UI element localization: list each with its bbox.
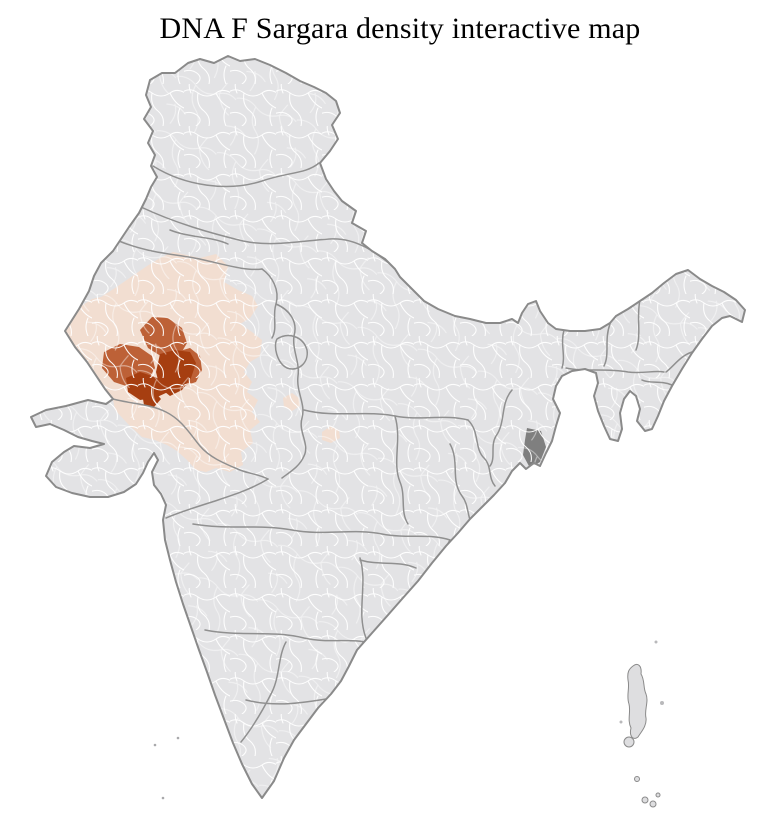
andaman-main-island[interactable] xyxy=(627,663,648,739)
andaman-islet xyxy=(619,720,623,724)
andaman-islet xyxy=(660,701,664,705)
nicobar-island[interactable] xyxy=(641,796,649,804)
little-andaman-island[interactable] xyxy=(623,736,635,748)
nicobar-island[interactable] xyxy=(634,776,640,782)
nicobar-island[interactable] xyxy=(649,800,657,808)
lakshadweep-islet xyxy=(176,736,180,740)
nicobar-island[interactable] xyxy=(655,792,661,798)
map-title: DNA F Sargara density interactive map xyxy=(159,12,641,45)
lakshadweep-islet xyxy=(161,796,165,800)
islands[interactable] xyxy=(153,640,664,808)
andaman-islet xyxy=(654,640,658,644)
state-borders xyxy=(112,162,693,743)
lakshadweep-islet xyxy=(153,743,157,747)
